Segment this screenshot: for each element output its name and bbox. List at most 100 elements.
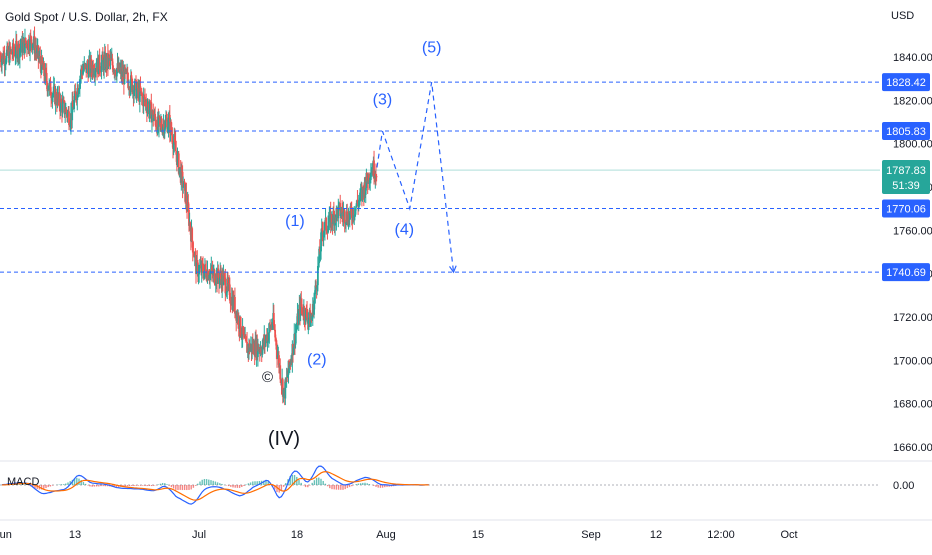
macd-histogram-bar <box>191 485 192 489</box>
x-tick-label: 13 <box>69 529 81 541</box>
macd-histogram-bar <box>239 485 240 488</box>
wave-label: (5) <box>422 40 442 57</box>
macd-y-tick-label: 0.00 <box>893 480 914 492</box>
macd-histogram-bar <box>65 484 66 485</box>
macd-histogram-bar <box>312 483 313 485</box>
x-tick-label: 12:00 <box>707 529 735 541</box>
wave-labels-layer: (1)(2)(3)(4)(5)©(IV) <box>262 40 441 450</box>
macd-histogram-bar <box>52 485 53 486</box>
candle-body <box>62 102 64 113</box>
y-tick-label: 1700.00 <box>893 355 932 367</box>
macd-histogram-bar <box>48 485 49 487</box>
macd-histogram-bar <box>228 485 229 486</box>
x-tick-label: Oct <box>780 529 797 541</box>
last-price-label: 1787.83 <box>886 165 926 177</box>
macd-histogram-bar <box>160 484 161 485</box>
macd-histogram-bar <box>50 485 51 486</box>
macd-histogram-bar <box>210 480 211 485</box>
macd-histogram-bar <box>248 483 249 485</box>
macd-histogram-bar <box>334 485 335 489</box>
macd-histogram-bar <box>144 485 145 486</box>
macd-histogram-bar <box>94 485 95 487</box>
macd-histogram-bar <box>162 483 163 485</box>
macd-histogram-bar <box>67 482 68 485</box>
candle-body <box>327 226 329 233</box>
macd-histogram-bar <box>217 482 218 485</box>
candle-body <box>191 228 193 241</box>
macd-histogram-bar <box>105 485 106 486</box>
x-tick-label: 18 <box>291 529 303 541</box>
macd-histogram-bar <box>85 484 86 485</box>
macd-histogram-bar <box>338 485 339 490</box>
wave-label: (IV) <box>268 428 300 450</box>
macd-histogram-bar <box>327 485 328 486</box>
macd-histogram-bar <box>345 485 346 489</box>
macd-histogram-bar <box>323 481 324 485</box>
macd-histogram-bar <box>142 485 143 486</box>
macd-histogram-bar <box>375 485 376 487</box>
macd-histogram-bar <box>131 485 132 486</box>
macd-histogram-bar <box>331 485 332 489</box>
x-tick-label: 15 <box>472 529 484 541</box>
macd-histogram-bar <box>336 485 337 490</box>
y-tick-label: 1660.00 <box>893 442 932 454</box>
macd-histogram-bar <box>213 481 214 485</box>
y-tick-label: 1760.00 <box>893 225 932 237</box>
candle-body <box>234 297 236 314</box>
macd-histogram-bar <box>98 485 99 486</box>
level-badge-label: 1770.06 <box>886 204 926 216</box>
macd-histogram-bar <box>184 485 185 490</box>
macd-histogram-bar <box>197 484 198 485</box>
candles-layer <box>0 27 377 406</box>
y-tick-label: 1840.00 <box>893 52 932 64</box>
candle-body <box>240 317 242 335</box>
y-tick-label: 1680.00 <box>893 399 932 411</box>
y-tick-label: 1820.00 <box>893 95 932 107</box>
macd-histogram-bar <box>100 485 101 486</box>
macd-histogram-bar <box>382 485 383 488</box>
macd-histogram-bar <box>221 484 222 485</box>
candle-body <box>30 36 32 43</box>
macd-histogram-bar <box>281 485 282 490</box>
macd-histogram-bar <box>129 485 130 486</box>
macd-histogram-bar <box>237 485 238 488</box>
macd-histogram-bar <box>151 485 152 486</box>
level-badge-label: 1740.69 <box>886 267 926 279</box>
candle-body <box>184 181 186 182</box>
y-tick-label: 1720.00 <box>893 312 932 324</box>
macd-histogram-bar <box>320 479 321 485</box>
macd-histogram-bar <box>367 483 368 485</box>
macd-histogram-bar <box>235 485 236 488</box>
macd-histogram-bar <box>318 478 319 485</box>
macd-histogram-bar <box>232 485 233 487</box>
macd-histogram-bar <box>250 482 251 485</box>
macd-histogram-bar <box>360 483 361 485</box>
macd-histogram-bar <box>89 485 90 486</box>
macd-histogram-bar <box>83 482 84 485</box>
macd-histogram-bar <box>325 484 326 485</box>
macd-histogram-bar <box>158 484 159 485</box>
y-tick-label: 1800.00 <box>893 139 932 151</box>
macd-histogram-bar <box>188 485 189 490</box>
chart-title: Gold Spot / U.S. Dollar, 2h, FX <box>5 10 168 24</box>
macd-histogram-bar <box>204 479 205 485</box>
macd-histogram-bar <box>133 485 134 486</box>
macd-label: MACD <box>7 476 39 488</box>
macd-histogram-bar <box>358 484 359 485</box>
wave-label: (2) <box>307 352 327 369</box>
candle-body <box>279 365 281 379</box>
macd-histogram-bar <box>140 485 141 486</box>
macd-histogram-bar <box>252 481 253 485</box>
macd-histogram-bar <box>186 485 187 490</box>
macd-histogram-bar <box>193 485 194 488</box>
candle-body <box>245 336 247 341</box>
macd-histogram-bar <box>241 485 242 487</box>
macd-histogram-bar <box>307 485 308 487</box>
projection-layer <box>377 82 456 272</box>
macd-histogram-bar <box>164 483 165 485</box>
macd-histogram-bar <box>61 484 62 485</box>
macd-histogram-bar <box>171 485 172 487</box>
projection-path <box>377 82 454 272</box>
